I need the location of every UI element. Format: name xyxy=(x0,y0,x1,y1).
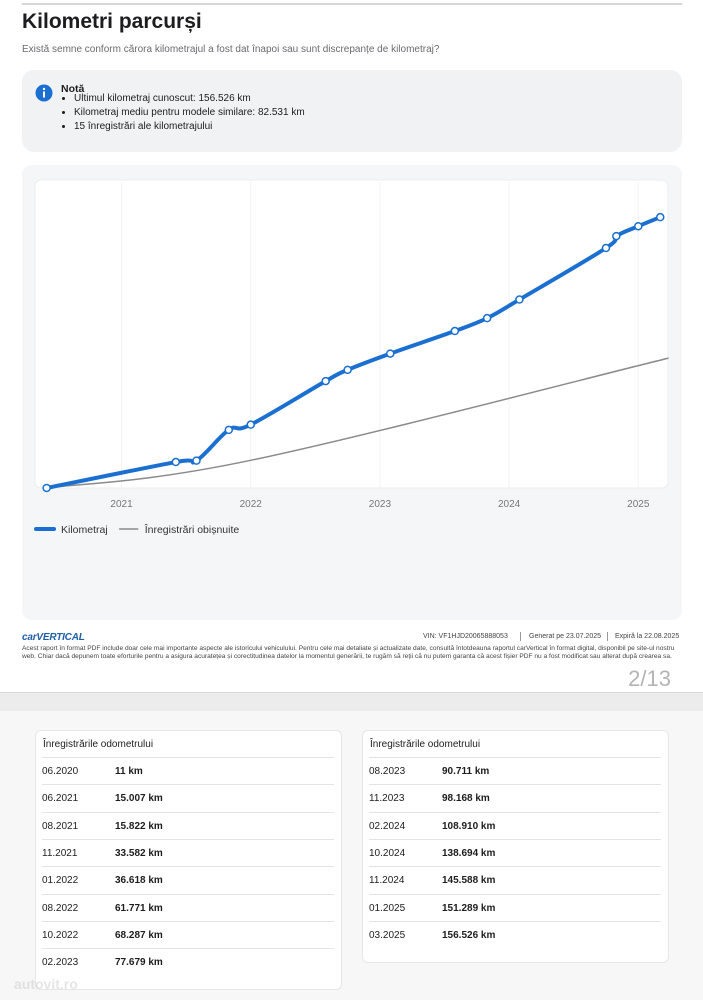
chart: 2021 2022 2023 2024 2025 Kilometraj Înregistră… xyxy=(34,179,669,536)
note-item: Ultimul kilometraj cunoscut: 156.526 km xyxy=(74,92,305,106)
x-tick-label: 2024 xyxy=(498,499,521,510)
top-rule xyxy=(22,3,682,5)
table-row: 01.2025 151.289 km xyxy=(369,893,661,922)
record-mileage: 98.168 km xyxy=(442,793,490,805)
watermark: autovit.ro xyxy=(14,976,78,992)
data-point xyxy=(224,425,234,435)
record-date: 03.2025 xyxy=(369,929,406,941)
record-mileage: 15.822 km xyxy=(115,820,163,832)
data-point xyxy=(246,420,255,429)
legend-label: Kilometraj xyxy=(61,524,108,536)
subtitle: Există semne conform cărora kilometrajul… xyxy=(22,44,440,55)
note-item: 15 înregistrări ale kilometrajului xyxy=(74,120,305,134)
data-point xyxy=(482,313,492,323)
record-mileage: 108.910 km xyxy=(442,820,496,832)
data-point xyxy=(321,376,330,386)
record-date: 10.2024 xyxy=(369,847,406,859)
record-date: 11.2023 xyxy=(369,793,405,805)
record-date: 01.2025 xyxy=(369,902,406,914)
record-mileage: 11 km xyxy=(115,766,143,777)
legend-label: Înregistrări obișnuite xyxy=(144,523,240,536)
table-row: 10.2022 68.287 km xyxy=(42,920,334,949)
data-point xyxy=(343,365,352,375)
record-date: 02.2023 xyxy=(42,957,79,969)
logo: carVERTICAL xyxy=(22,632,85,643)
record-mileage: 15.007 km xyxy=(115,793,163,805)
table-row: 06.2021 15.007 km xyxy=(42,784,334,812)
table-row: 02.2023 77.679 km xyxy=(42,948,334,976)
table-row: 08.2023 90.711 km xyxy=(369,757,661,785)
record-mileage: 33.582 km xyxy=(115,847,163,859)
note-list: Ultimul kilometraj cunoscut: 156.526 km … xyxy=(60,92,305,134)
record-date: 11.2024 xyxy=(369,875,405,887)
info-icon xyxy=(35,84,53,102)
table-row: 02.2024 108.910 km xyxy=(369,811,661,840)
plot-area xyxy=(34,179,669,489)
record-mileage: 138.694 km xyxy=(442,847,496,859)
table-row: 03.2025 156.526 km xyxy=(369,920,661,949)
record-mileage: 36.618 km xyxy=(115,875,163,887)
data-point xyxy=(655,212,665,222)
expires: Expiră la 22.08.2025 xyxy=(615,633,680,640)
x-tick-label: 2023 xyxy=(369,499,392,510)
table-row: 06.2020 11 km xyxy=(42,757,334,785)
data-point xyxy=(192,456,201,465)
record-mileage: 145.588 km xyxy=(442,875,496,887)
record-date: 11.2021 xyxy=(42,847,78,859)
record-mileage: 61.771 km xyxy=(115,902,163,914)
record-date: 01.2022 xyxy=(42,875,79,887)
disclaimer: Acest raport în format PDF include doar … xyxy=(22,645,675,661)
page-break xyxy=(0,692,703,711)
table-row: 01.2022 36.618 km xyxy=(42,866,334,894)
record-mileage: 77.679 km xyxy=(115,957,163,969)
title: Kilometri parcurși xyxy=(22,10,202,33)
records-card: Înregistrările odometrului 08.2023 90.711 … xyxy=(362,730,669,964)
record-date: 10.2022 xyxy=(42,929,79,941)
record-date: 08.2021 xyxy=(42,820,79,832)
x-tick-label: 2022 xyxy=(240,499,263,510)
generated: Generat pe 23.07.2025 xyxy=(529,633,602,640)
data-point xyxy=(42,483,51,493)
data-point xyxy=(171,457,181,467)
table-row: 08.2021 15.822 km xyxy=(42,811,334,840)
table-row: 08.2022 61.771 km xyxy=(42,893,334,922)
data-point xyxy=(386,349,395,358)
table-row: 11.2023 98.168 km xyxy=(369,784,661,812)
record-date: 06.2021 xyxy=(42,793,79,805)
page-number: 2/13 xyxy=(628,666,671,691)
table-title: Înregistrările odometrului xyxy=(43,739,154,750)
record-mileage: 68.287 km xyxy=(115,929,163,941)
data-point xyxy=(634,221,643,231)
record-date: 06.2020 xyxy=(42,766,79,777)
note-item: Kilometraj mediu pentru modele similare:… xyxy=(74,106,305,120)
record-date: 08.2022 xyxy=(42,902,79,914)
record-date: 08.2023 xyxy=(369,766,406,777)
record-mileage: 90.711 km xyxy=(442,766,490,777)
table-title: Înregistrările odometrului xyxy=(370,739,481,750)
table-row: 11.2024 145.588 km xyxy=(369,866,661,894)
record-mileage: 156.526 km xyxy=(442,929,496,941)
data-point xyxy=(601,243,611,253)
note-box: Notă Ultimul kilometraj cunoscut: 156.52… xyxy=(22,70,682,152)
vin: VIN: VF1HJD20065888053 xyxy=(423,633,508,640)
table-row: 10.2024 138.694 km xyxy=(369,838,661,867)
record-date: 02.2024 xyxy=(369,820,406,832)
record-mileage: 151.289 km xyxy=(442,902,496,914)
separator xyxy=(607,632,608,641)
typical-line xyxy=(45,357,669,489)
x-tick-label: 2025 xyxy=(627,499,650,510)
data-point xyxy=(450,326,460,336)
x-tick-label: 2021 xyxy=(110,499,133,510)
table-row: 11.2021 33.582 km xyxy=(42,838,334,867)
note-title: Notă xyxy=(61,83,85,95)
data-point xyxy=(515,295,524,304)
records-card: Înregistrările odometrului 06.2020 11 km 06… xyxy=(35,730,342,991)
data-point xyxy=(612,231,621,241)
separator xyxy=(520,632,521,641)
